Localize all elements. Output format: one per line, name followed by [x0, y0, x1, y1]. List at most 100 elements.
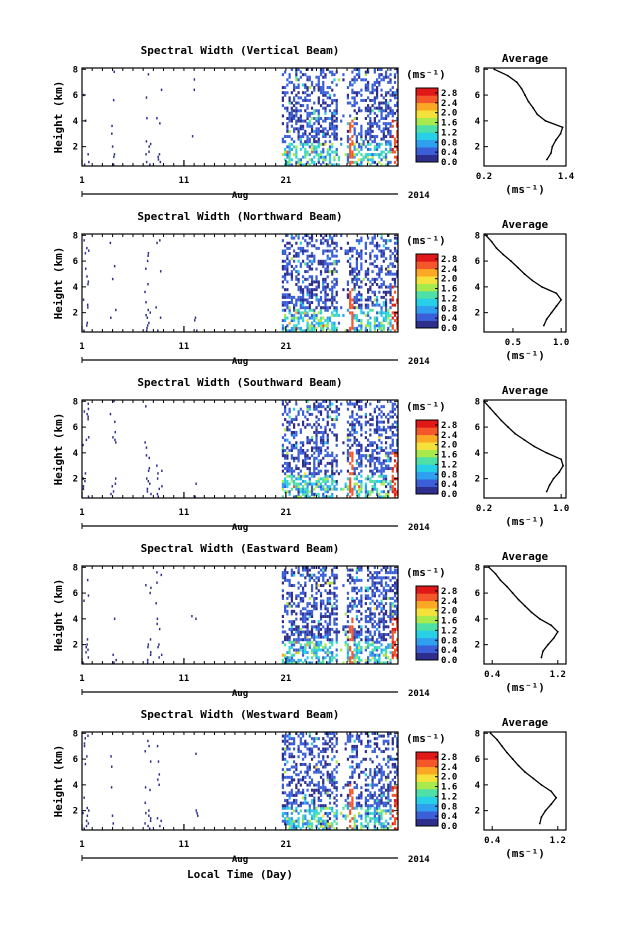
- heatmap-cell: [317, 83, 320, 87]
- colorbar-tick-label: 0.4: [441, 148, 458, 158]
- heatmap-cell: [391, 443, 394, 447]
- y-axis-label: Height (km): [52, 745, 65, 818]
- heatmap-cell: [360, 482, 363, 486]
- heatmap-cell: [290, 804, 293, 808]
- heatmap-cell: [306, 117, 309, 120]
- heatmap-cell: [380, 461, 383, 465]
- heatmap-cell: [384, 430, 388, 434]
- heatmap-cell: [306, 160, 309, 164]
- heatmap-cell: [328, 773, 332, 777]
- heatmap-cell: [284, 326, 287, 330]
- heatmap-cell: [382, 653, 385, 657]
- heatmap-cell: [351, 827, 354, 830]
- heatmap-cell: [324, 295, 327, 299]
- heatmap-cell: [319, 770, 323, 774]
- heatmap-cell: [304, 607, 307, 611]
- heatmap-cell: [290, 163, 293, 166]
- heatmap-cell: [331, 612, 334, 616]
- heatmap-cell: [358, 648, 361, 652]
- heatmap-cell: [378, 456, 381, 460]
- heatmap-cell: [290, 591, 293, 595]
- heatmap-cell: [391, 114, 394, 118]
- heatmap-cell: [326, 824, 329, 828]
- heatmap-cell: [301, 819, 305, 823]
- heatmap-cell: [111, 145, 114, 148]
- x-tick-label: 21: [280, 508, 291, 518]
- heatmap-cell: [328, 270, 332, 274]
- heatmap-cell: [333, 119, 336, 123]
- heatmap-cell: [353, 469, 356, 473]
- heatmap-cell: [364, 155, 367, 159]
- heatmap-cell: [322, 788, 325, 792]
- heatmap-cell: [331, 111, 334, 115]
- heatmap-cell: [310, 446, 314, 450]
- heatmap-cell: [353, 285, 356, 289]
- heatmap-cell: [389, 80, 392, 84]
- heatmap-cell: [308, 615, 311, 618]
- heatmap-cell: [351, 487, 354, 491]
- heatmap-cell: [389, 658, 392, 662]
- heatmap-cell: [313, 459, 316, 463]
- heatmap-cell: [389, 604, 392, 608]
- heatmap-cell: [371, 456, 374, 460]
- average-title: Average: [502, 550, 549, 563]
- heatmap-cell: [369, 454, 372, 458]
- heatmap-cell: [389, 620, 392, 624]
- heatmap-cell: [313, 737, 316, 741]
- heatmap-cell: [286, 591, 289, 595]
- heatmap-cell: [333, 827, 336, 830]
- heatmap-cell: [380, 449, 383, 452]
- heatmap-cell: [293, 793, 296, 797]
- heatmap-cell: [315, 326, 318, 330]
- heatmap-cell: [387, 246, 390, 250]
- heatmap-cell: [313, 744, 316, 748]
- heatmap-cell: [322, 70, 325, 74]
- heatmap-cell: [358, 485, 361, 489]
- heatmap-cell: [306, 602, 309, 606]
- colorbar-tick-label: 2.4: [441, 265, 458, 275]
- colorbar-segment: [416, 254, 438, 262]
- heatmap-cell: [340, 142, 343, 146]
- heatmap-cell: [297, 566, 300, 569]
- heatmap-cell: [337, 407, 341, 411]
- heatmap-cell: [360, 135, 363, 139]
- heatmap-cell: [324, 91, 327, 95]
- heatmap-cell: [373, 153, 376, 157]
- heatmap-cell: [382, 303, 385, 307]
- heatmap-cell: [380, 267, 383, 271]
- heatmap-cell: [331, 656, 334, 660]
- heatmap-cell: [373, 236, 376, 240]
- heatmap-cell: [346, 449, 350, 452]
- heatmap-cell: [391, 326, 394, 330]
- heatmap-cell: [281, 814, 284, 818]
- heatmap-cell: [317, 155, 320, 159]
- heatmap-cell: [353, 744, 356, 748]
- heatmap-cell: [299, 147, 302, 151]
- heatmap-cell: [355, 326, 358, 330]
- heatmap-cell: [367, 319, 370, 323]
- colorbar-segment: [416, 420, 438, 428]
- heatmap-cell: [317, 640, 320, 644]
- heatmap-cell: [378, 80, 381, 84]
- heatmap-cell: [378, 106, 381, 110]
- heatmap-cell: [299, 127, 302, 131]
- heatmap-cell: [113, 264, 116, 268]
- heatmap-cell: [373, 811, 376, 815]
- heatmap-cell: [355, 101, 358, 105]
- heatmap-cell: [328, 93, 332, 97]
- heatmap-cell: [371, 140, 374, 144]
- heatmap-cell: [367, 290, 370, 294]
- heatmap-cell: [378, 75, 381, 79]
- heatmap-cell: [346, 145, 350, 149]
- heatmap-cell: [367, 566, 370, 569]
- heatmap-cell: [344, 747, 347, 751]
- heatmap-cell: [295, 765, 298, 769]
- heatmap-cell: [333, 459, 336, 463]
- heatmap-cell: [371, 750, 374, 754]
- heatmap-cell: [371, 129, 374, 133]
- heatmap-cell: [375, 653, 379, 657]
- heatmap-cell: [337, 163, 341, 166]
- heatmap-cell: [293, 479, 296, 483]
- average-frame: [483, 399, 567, 499]
- heatmap-cell: [364, 272, 367, 276]
